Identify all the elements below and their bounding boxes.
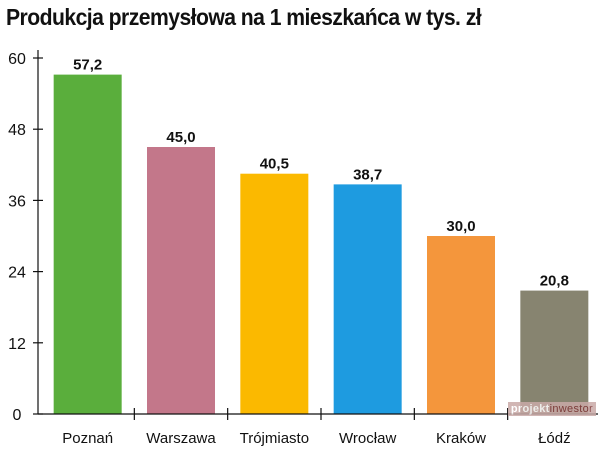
category-label-5: Łódź [538, 430, 571, 447]
chart-title: Produkcja przemysłowa na 1 mieszkańca w … [6, 4, 482, 30]
data-label-0: 57,2 [73, 57, 102, 74]
y-tick-label-1: 12 [8, 336, 26, 353]
data-label-4: 30,0 [446, 218, 475, 235]
category-label-3: Wrocław [339, 430, 396, 447]
y-tick-label-4: 48 [8, 122, 26, 139]
y-axis: 0 12 24 36 48 60 [8, 50, 43, 424]
data-label-2: 40,5 [260, 156, 289, 173]
x-axis: Poznań Warszawa Trójmiasto Wrocław Kraków Łód… [38, 408, 598, 447]
watermark-logo: projektinwestor [507, 402, 596, 416]
category-label-2: Trójmiasto [240, 430, 309, 447]
bar-4 [427, 236, 495, 414]
category-label-0: Poznań [62, 430, 113, 447]
bar-5 [520, 290, 589, 414]
data-label-1: 45,0 [166, 129, 195, 146]
y-tick-label-2: 24 [8, 265, 26, 282]
category-label-4: Kraków [436, 430, 486, 447]
y-tick-label-3: 36 [8, 193, 26, 210]
data-labels-group: 57,2 45,0 40,5 38,7 30,0 20,8 [73, 57, 569, 290]
bar-0 [53, 74, 122, 414]
bar-1 [147, 147, 215, 414]
bar-3 [333, 184, 402, 414]
bars-group [53, 74, 589, 414]
y-tick-label-5: 60 [8, 51, 26, 68]
category-label-1: Warszawa [146, 430, 216, 447]
data-label-5: 20,8 [540, 273, 569, 290]
y-tick-label-0: 0 [13, 407, 22, 424]
data-label-3: 38,7 [353, 166, 382, 183]
bar-2 [240, 173, 309, 414]
